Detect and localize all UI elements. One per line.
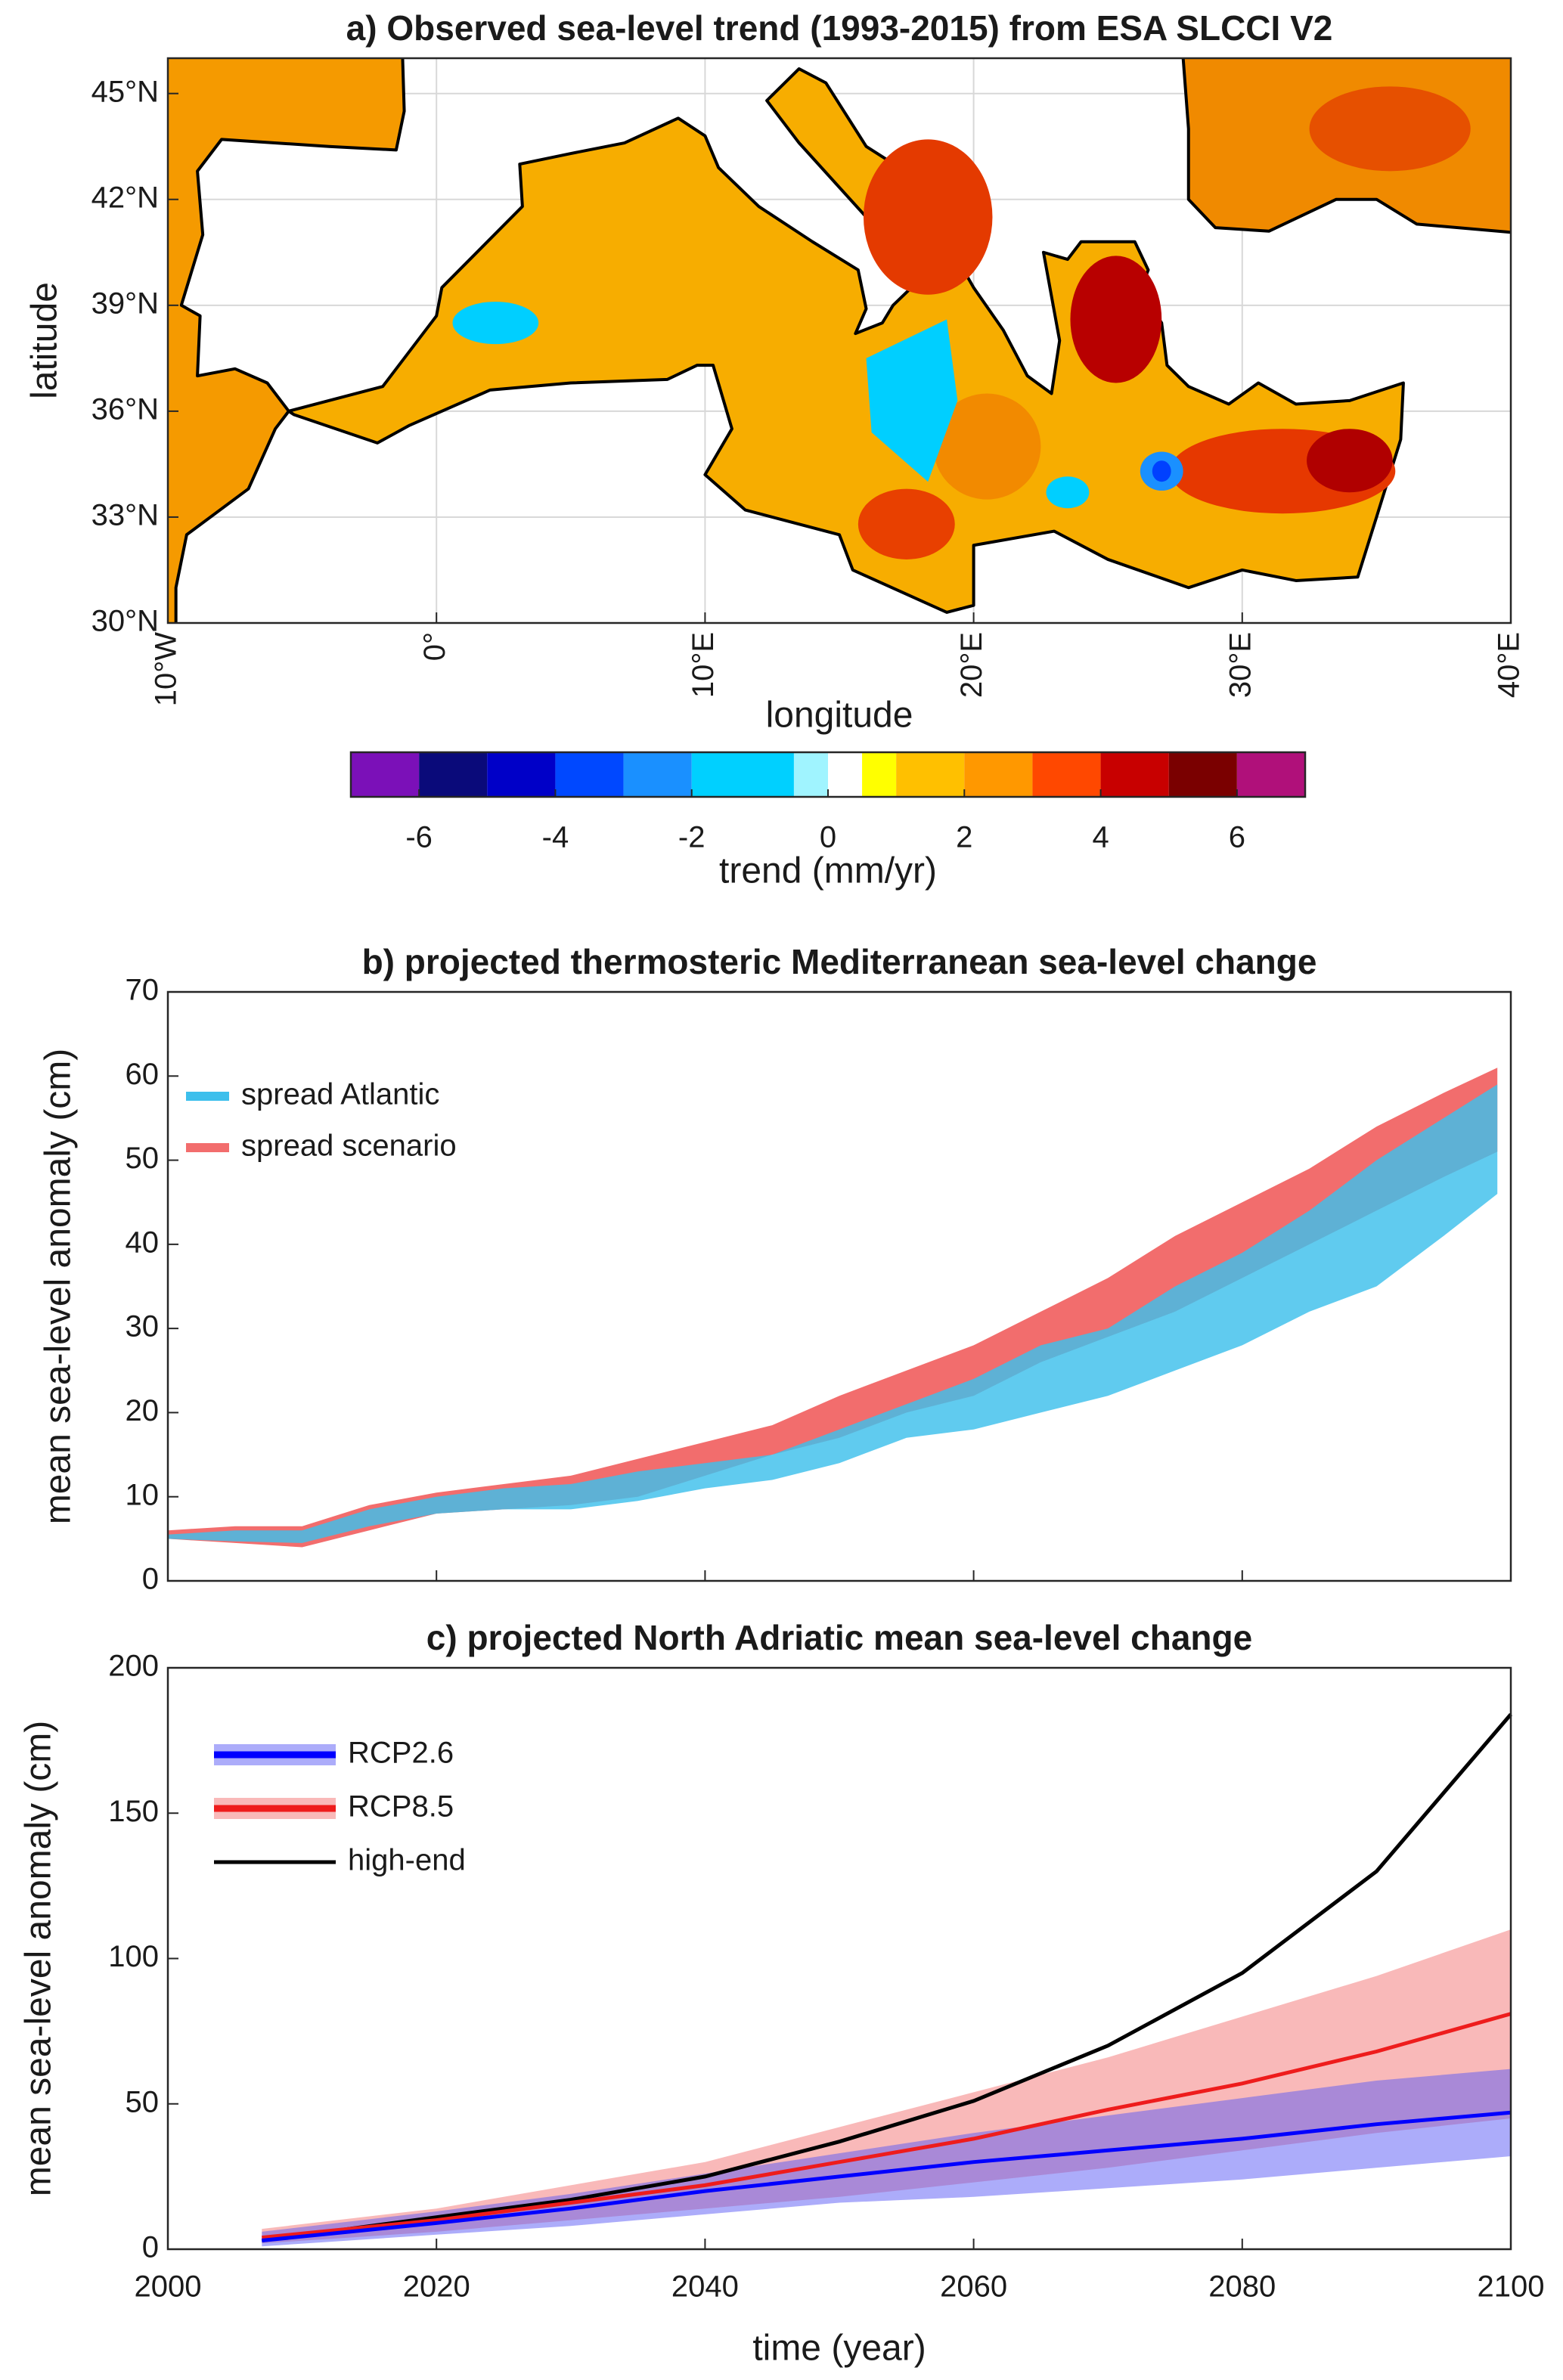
map [168,58,1511,623]
y-tick-label: 40 [126,1226,160,1259]
colorbar-frame [349,751,1307,798]
colorbar-bin [1236,752,1305,797]
colorbar-bin [1032,752,1101,797]
colorbar-bin [1100,752,1169,797]
y-tick-label: 42°N [91,181,159,214]
x-axis-label: time (year) [752,2329,926,2369]
y-tick-label: 50 [126,1142,160,1175]
x-axis-label: longitude [766,696,913,736]
x-tick-label: 40°E [1493,632,1526,698]
x-tick-label: 2000 [135,2270,202,2304]
x-tick-label: 2100 [1478,2270,1545,2304]
axes-frame [166,57,1512,624]
axes-frame [166,990,1512,1582]
colorbar-bin [487,752,556,797]
colorbar-bin [419,752,488,797]
patch [1046,476,1090,509]
atlantic-sea [168,58,404,623]
line [261,1712,1512,2242]
y-tick-label: 50 [126,2085,160,2118]
x-tick-label: 0° [418,632,451,661]
colorbar-tick-label: 0 [820,821,836,854]
patch [857,488,955,559]
legend-label: spread Atlantic [241,1078,439,1111]
colorbar-bin [555,752,624,797]
colorbar-bin [896,752,965,797]
patch [1152,460,1171,482]
colorbar-tick-label: -4 [542,821,569,854]
colorbar-bin [862,752,897,797]
colorbar-tick-label: -6 [405,821,433,854]
colorbar-tick-label: 6 [1229,821,1245,854]
x-tick-label: 20°E [955,632,988,698]
y-tick-label: 10 [126,1478,160,1511]
line [262,2110,1512,2242]
legend-label: RCP2.6 [348,1737,454,1770]
colorbar-bin [691,752,794,797]
y-axis-label: mean sea-level anomaly (cm) [39,1049,79,1525]
x-tick-label: 2060 [940,2270,1007,2304]
colorbar-tick-label: 4 [1092,821,1109,854]
chart-title: b) projected thermosteric Mediterranean … [362,942,1317,981]
y-tick-label: 70 [126,974,160,1007]
x-tick-label: 2080 [1208,2270,1276,2304]
y-tick-label: 20 [126,1394,160,1427]
chart-title: c) projected North Adriatic mean sea-lev… [426,1618,1252,1657]
colorbar-tick-label: -2 [678,821,706,854]
colorbar-bin [623,752,692,797]
legend-label: RCP8.5 [348,1790,454,1824]
y-tick-label: 60 [126,1058,160,1091]
legend-label: spread scenario [241,1130,457,1163]
x-tick-label: 10°E [687,632,720,698]
y-tick-label: 30°N [91,605,159,638]
patch [933,393,1041,500]
colorbar-bin [828,752,863,797]
axes-frame [166,1666,1512,2251]
y-axis-label: latitude [25,282,65,399]
y-tick-label: 30 [126,1310,160,1343]
x-tick-label: 2040 [671,2270,739,2304]
y-tick-label: 150 [108,1795,159,1828]
y-tick-label: 39°N [91,287,159,320]
line [262,2012,1512,2240]
band-area [168,1084,1498,1543]
colorbar-tick-label: 2 [956,821,972,854]
y-tick-label: 0 [142,1563,159,1596]
legend-label: high-end [348,1844,466,1877]
x-tick-label: 30°E [1223,632,1257,698]
colorbar-label: trend (mm/yr) [719,851,937,891]
x-tick-label: 10°W [150,632,183,706]
patch [863,139,993,295]
colorbar-bin [1168,752,1237,797]
patch [866,319,958,482]
patch [1307,429,1393,493]
y-tick-label: 36°N [91,392,159,426]
x-tick-label: 2020 [403,2270,470,2304]
colorbar-bin [793,752,828,797]
y-tick-label: 100 [108,1940,159,1973]
patch [1309,86,1471,172]
colorbar-bin [964,752,1033,797]
colorbar-bin [351,752,420,797]
y-axis-label: mean sea-level anomaly (cm) [19,1721,59,2197]
map-shapes [168,58,1511,623]
y-tick-label: 0 [142,2231,159,2264]
y-tick-label: 45°N [91,75,159,108]
y-tick-label: 200 [108,1650,159,1683]
patch [1070,256,1162,383]
chart-title: a) Observed sea-level trend (1993-2015) … [346,8,1333,48]
y-tick-label: 33°N [91,499,159,532]
patch [452,302,539,345]
mediterranean-sea [289,69,1403,612]
